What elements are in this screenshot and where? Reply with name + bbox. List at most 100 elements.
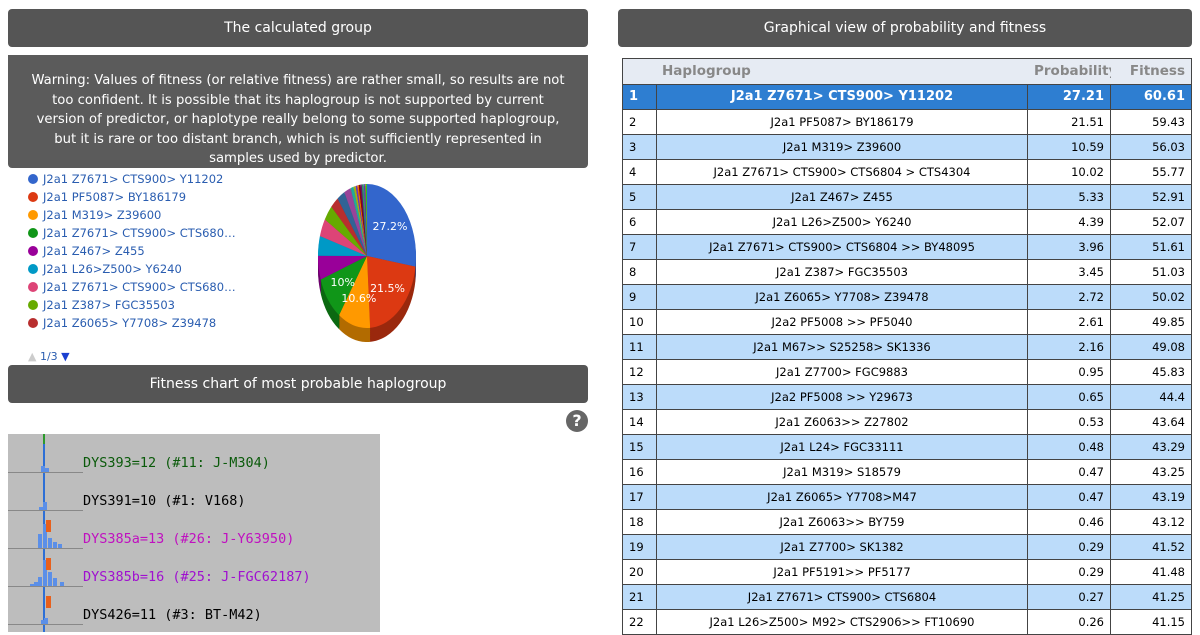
- pie-slice: [350, 186, 367, 256]
- marker: [46, 520, 51, 532]
- table-cell: 10.59: [1028, 135, 1111, 159]
- table-cell: 41.25: [1152, 590, 1185, 604]
- table-row[interactable]: 20 J2a1 PF5191>> PF5177 0.29 41.48: [623, 559, 1191, 584]
- table-cell: J2a1 Z7671> CTS900> Y11202: [657, 85, 1028, 109]
- pie-slice: [319, 219, 367, 256]
- pie-slice: [361, 184, 367, 256]
- legend-swatch: [28, 174, 38, 184]
- table-row[interactable]: 17 J2a1 Z6065> Y7708>M47 0.47 43.19: [623, 484, 1191, 509]
- table-row[interactable]: 21 J2a1 Z7671> CTS900> CTS6804 0.27 41.25: [623, 584, 1191, 609]
- table-row[interactable]: 13 J2a2 PF5008 >> Y29673 0.65 44.4: [623, 384, 1191, 409]
- table-cell: 4: [623, 160, 657, 184]
- legend-item: J2a1 PF5087> BY186179: [28, 190, 186, 204]
- pie-slice: [367, 184, 416, 267]
- baseline: [8, 548, 83, 549]
- legend-swatch: [28, 246, 38, 256]
- panel-header: Fitness chart of most probable haplogrou…: [8, 365, 588, 403]
- table-row[interactable]: 3 J2a1 M319> Z39600 10.59 56.03: [623, 134, 1191, 159]
- table-row[interactable]: 15 J2a1 L24> FGC33111 0.48 43.29: [623, 434, 1191, 459]
- table-row[interactable]: 11 J2a1 M67>> S25258> SK1336 2.16 49.08: [623, 334, 1191, 359]
- legend-swatch: [28, 300, 38, 310]
- histogram-bar: [48, 572, 52, 586]
- legend-swatch: [28, 210, 38, 220]
- histogram-bar: [38, 577, 42, 586]
- header-cell: Haplogroup: [662, 63, 751, 79]
- table-cell: 12: [623, 360, 657, 384]
- histogram-bar: [44, 618, 48, 624]
- table-row[interactable]: 19 J2a1 Z7700> SK1382 0.29 41.52: [623, 534, 1191, 559]
- pie-slice: [366, 184, 367, 256]
- table-cell: 0.48: [1028, 435, 1111, 459]
- table-cell: 5: [623, 185, 657, 209]
- histogram-bar: [39, 507, 43, 510]
- slice-label: 27.2%: [373, 220, 408, 233]
- table-cell: 41.48: [1152, 565, 1185, 579]
- fitness-row: DYS385b=16 (#25: J-FGC62187): [83, 569, 311, 585]
- legend-item: J2a1 Z7671> CTS900> Y11202: [28, 172, 223, 186]
- table-cell: J2a1 PF5087> BY186179: [657, 110, 1028, 134]
- histogram-bar: [41, 620, 45, 624]
- table-cell: 43.29: [1152, 440, 1185, 454]
- table-cell: 15: [623, 435, 657, 459]
- panel-header: The calculated group: [8, 9, 588, 47]
- warning: Warning: Values of fitness (or relative …: [8, 55, 588, 168]
- header-cell: Fitness: [1129, 63, 1185, 79]
- table-cell: J2a1 M319> Z39600: [657, 135, 1028, 159]
- table-row[interactable]: 1 J2a1 Z7671> CTS900> Y11202 27.21 60.61: [623, 84, 1191, 109]
- table-cell: 16: [623, 460, 657, 484]
- help-icon[interactable]: ?: [566, 410, 588, 432]
- table-cell: J2a1 Z7700> SK1382: [657, 535, 1028, 559]
- baseline: [8, 472, 83, 473]
- legend-label: J2a1 Z7671> CTS900> Y11202: [43, 172, 224, 186]
- pie-slice: [364, 184, 367, 256]
- table-cell: 10.02: [1028, 160, 1111, 184]
- table-cell: 3: [623, 135, 657, 159]
- table-row[interactable]: 4 J2a1 Z7671> CTS900> CTS6804 > CTS4304 10…: [623, 159, 1191, 184]
- pie-slice: [360, 184, 367, 256]
- table-row[interactable]: 10 J2a2 PF5008 >> PF5040 2.61 49.85: [623, 309, 1191, 334]
- table-cell: 11: [623, 335, 657, 359]
- prev-page[interactable]: ▲: [28, 350, 37, 363]
- table-row[interactable]: 12 J2a1 Z7700> FGC9883 0.95 45.83: [623, 359, 1191, 384]
- pie-slice: [337, 192, 367, 256]
- table-cell: J2a1 L24> FGC33111: [657, 435, 1028, 459]
- table-row[interactable]: 14 J2a1 Z6063>> Z27802 0.53 43.64: [623, 409, 1191, 434]
- table-cell: 43.64: [1152, 415, 1185, 429]
- next-page[interactable]: ▼: [61, 350, 70, 363]
- legend-swatch: [28, 318, 38, 328]
- pie-slice: [358, 184, 367, 256]
- table-cell: 0.46: [1028, 510, 1111, 534]
- table-cell: 2.72: [1028, 285, 1111, 309]
- pie-chart: 27.2% 21.5%10.6% 10%: [318, 184, 416, 342]
- table-cell: 43.12: [1152, 515, 1185, 529]
- table-cell: 19: [623, 535, 657, 559]
- table-cell: J2a1 Z467> Z455: [657, 185, 1028, 209]
- legend-label: J2a1 M319> Z39600: [43, 208, 162, 222]
- pie-slice: [363, 184, 367, 256]
- histogram-bar: [30, 584, 34, 586]
- table-row[interactable]: 5 J2a1 Z467> Z455 5.33 52.91: [623, 184, 1191, 209]
- table-row[interactable]: 7 J2a1 Z7671> CTS900> CTS6804 >> BY48095 3…: [623, 234, 1191, 259]
- table-row[interactable]: 9 J2a1 Z6065> Y7708> Z39478 2.72 50.02: [623, 284, 1191, 309]
- pie-slice: [324, 206, 367, 256]
- table-cell: 44.4: [1159, 390, 1185, 404]
- table-cell: J2a1 Z6063>> Z27802: [657, 410, 1028, 434]
- pie-slice: [355, 185, 367, 256]
- table-cell: J2a1 Z7671> CTS900> CTS6804 >> BY48095: [657, 235, 1028, 259]
- table-row[interactable]: 16 J2a1 M319> S18579 0.47 43.25: [623, 459, 1191, 484]
- table-cell: 45.83: [1152, 365, 1185, 379]
- table-cell: 51.61: [1152, 240, 1185, 254]
- table-cell: J2a1 PF5191>> PF5177: [657, 560, 1028, 584]
- table-cell: 6: [623, 210, 657, 234]
- histogram-bar: [58, 544, 62, 548]
- table-cell: 9: [623, 285, 657, 309]
- table-cell: 0.29: [1028, 535, 1111, 559]
- table-row[interactable]: 8 J2a1 Z387> FGC35503 3.45 51.03: [623, 259, 1191, 284]
- table-row[interactable]: 2 J2a1 PF5087> BY186179 21.51 59.43: [623, 109, 1191, 134]
- table-row[interactable]: 6 J2a1 L26>Z500> Y6240 4.39 52.07: [623, 209, 1191, 234]
- table-cell: J2a1 M67>> S25258> SK1336: [657, 335, 1028, 359]
- table-cell: 17: [623, 485, 657, 509]
- table-row[interactable]: 18 J2a1 Z6063>> BY759 0.46 43.12: [623, 509, 1191, 534]
- table-row[interactable]: 22 J2a1 L26>Z500> M92> CTS2906>> FT10690 0…: [623, 609, 1191, 634]
